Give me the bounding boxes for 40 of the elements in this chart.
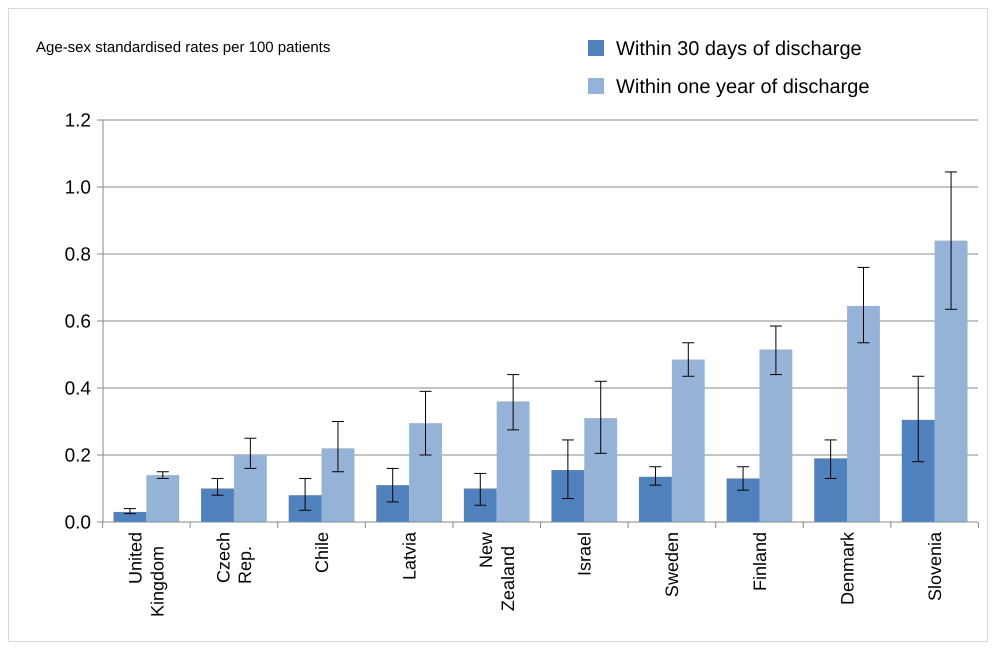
legend-label: Within 30 days of discharge bbox=[616, 38, 862, 60]
y-tick-label: 0.4 bbox=[64, 378, 92, 400]
bar bbox=[201, 488, 234, 522]
y-tick-label: 0.8 bbox=[64, 244, 91, 266]
bar bbox=[584, 418, 618, 522]
bar bbox=[322, 448, 354, 522]
bar bbox=[847, 306, 880, 522]
bar bbox=[726, 478, 760, 522]
y-axis-title: Age-sex standardised rates per 100 patients bbox=[36, 39, 330, 56]
x-tick-label: Sweden bbox=[662, 532, 682, 598]
y-tick-label: 0.6 bbox=[64, 312, 91, 333]
bar bbox=[759, 349, 792, 522]
x-tick-label: Israel bbox=[574, 532, 595, 576]
bar bbox=[409, 423, 442, 522]
bar bbox=[114, 512, 146, 522]
x-tick-label: Latvia bbox=[399, 531, 420, 580]
x-tick-label: New Zealand bbox=[476, 531, 518, 612]
legend-label: Within one year of discharge bbox=[616, 76, 870, 98]
bar bbox=[814, 458, 848, 522]
bar bbox=[551, 470, 584, 522]
x-tick-label: Chile bbox=[312, 532, 332, 574]
y-tick-label: 1.2 bbox=[64, 110, 91, 132]
bar bbox=[934, 240, 968, 522]
y-tick-label: 0.2 bbox=[64, 446, 91, 467]
bar bbox=[639, 476, 672, 522]
bar bbox=[902, 420, 935, 522]
bar bbox=[376, 485, 410, 522]
bar bbox=[234, 455, 267, 522]
bar bbox=[146, 475, 180, 522]
bar bbox=[464, 488, 497, 522]
bar bbox=[288, 495, 322, 522]
y-tick-label: 1.0 bbox=[64, 178, 91, 199]
bar bbox=[672, 360, 705, 522]
bar bbox=[496, 401, 530, 522]
y-tick-label: 0.0 bbox=[64, 512, 91, 534]
x-tick-label: Slovenia bbox=[924, 531, 945, 602]
x-tick-label: United Kingdom bbox=[126, 532, 168, 618]
x-tick-label: Finland bbox=[750, 532, 770, 592]
x-tick-label: Denmark bbox=[837, 531, 858, 606]
x-tick-label: Czech Rep. bbox=[213, 532, 256, 584]
